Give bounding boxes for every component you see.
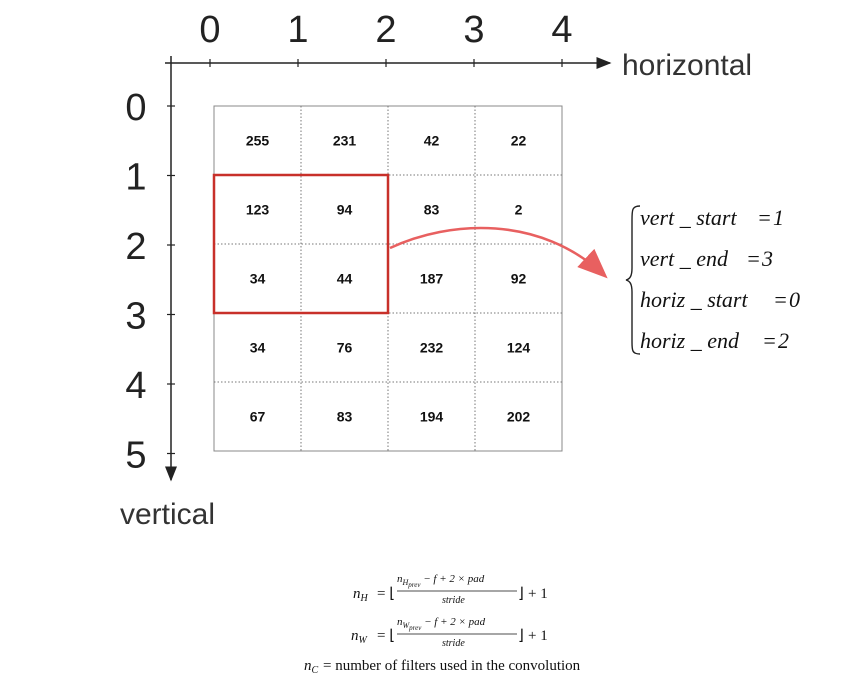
nc-subscript: C xyxy=(312,665,319,676)
grid-cell-value: 187 xyxy=(420,271,444,287)
v-tick-label: 1 xyxy=(125,157,146,199)
grid-cell-value: 255 xyxy=(246,133,270,149)
nh-subscript: H xyxy=(360,593,369,604)
slice-highlight-box xyxy=(212,173,390,315)
h-tick-label: 0 xyxy=(199,9,220,51)
equation-lhs: horiz _ end xyxy=(640,328,740,353)
grid-cell-value: 92 xyxy=(511,271,527,287)
equation-lhs: vert _ end xyxy=(640,246,729,271)
nh-tail: + 1 xyxy=(528,586,548,602)
grid-cell-value: 94 xyxy=(337,202,353,218)
svg-text:= ⌊: = ⌊ xyxy=(377,628,395,644)
nh-num-subsub: prev xyxy=(407,581,421,589)
nw-num-subsub: prev xyxy=(408,624,422,632)
equations-brace xyxy=(625,205,641,355)
grid-cell-value: 231 xyxy=(333,133,357,149)
nw-denominator: stride xyxy=(442,638,465,649)
svg-text:⌋: ⌋ xyxy=(518,628,524,644)
nh-num-symbol: n xyxy=(397,573,403,585)
nw-symbol: n xyxy=(351,628,359,644)
grid-cell-value: 124 xyxy=(507,340,531,356)
slice-arrow xyxy=(389,226,608,279)
grid-cell-value: 202 xyxy=(507,409,531,425)
equation-rhs: 1 xyxy=(773,205,784,230)
equation-equals: = xyxy=(746,246,761,271)
h-tick-label: 4 xyxy=(551,9,572,51)
v-tick-label: 5 xyxy=(125,435,146,477)
nc-text: = number of filters used in the convolut… xyxy=(323,658,581,674)
h-tick-label: 3 xyxy=(463,9,484,51)
equation-equals: = xyxy=(773,287,788,312)
svg-text:nHprev − f + 2 × pad: nHprev − f + 2 × pad xyxy=(397,573,485,589)
grid-cell-value: 44 xyxy=(337,271,353,287)
nh-num-rest: − f + 2 × pad xyxy=(420,573,484,585)
grid-cell-value: 2 xyxy=(515,202,523,218)
svg-text:= ⌊: = ⌊ xyxy=(377,586,395,602)
nh-num-subscript: H xyxy=(402,578,410,587)
nw-num-subscript: W xyxy=(403,621,411,630)
equation-lhs: horiz _ start xyxy=(640,287,748,312)
svg-text:nH: nH xyxy=(353,586,369,604)
grid-cell-value: 76 xyxy=(337,340,353,356)
equation-lhs: vert _ start xyxy=(640,205,737,230)
nw-num-rest: − f + 2 × pad xyxy=(421,616,485,628)
equation-equals: = xyxy=(762,328,777,353)
grid-cell-value: 83 xyxy=(337,409,353,425)
grid-cell-value: 22 xyxy=(511,133,527,149)
equation-rhs: 3 xyxy=(761,246,773,271)
svg-text:nW: nW xyxy=(351,628,369,646)
v-tick-label: 2 xyxy=(125,226,146,268)
svg-text:⌋: ⌋ xyxy=(518,586,524,602)
h-tick-label: 1 xyxy=(287,9,308,51)
formula-nc: nC = number of filters used in the convo… xyxy=(304,658,581,676)
grid-cell-value: 67 xyxy=(250,409,266,425)
v-tick-label: 0 xyxy=(125,87,146,129)
svg-text:nWprev − f + 2 × pad: nWprev − f + 2 × pad xyxy=(397,616,486,632)
grid-cell-value: 34 xyxy=(250,340,266,356)
vertical-axis-label: vertical xyxy=(120,498,215,531)
grid-cell-value: 83 xyxy=(424,202,440,218)
horizontal-axis-label: horizontal xyxy=(622,49,752,82)
grid-cell-value: 123 xyxy=(246,202,270,218)
grid-cell-value: 232 xyxy=(420,340,444,356)
nh-denominator: stride xyxy=(442,595,465,606)
formula-nw: nW = ⌊ nWprev − f + 2 × pad stride ⌋ + 1 xyxy=(351,616,548,649)
formula-nh: nH = ⌊ nHprev − f + 2 × pad stride ⌋ + 1 xyxy=(353,573,548,606)
equation-rhs: 2 xyxy=(778,328,789,353)
nw-num-symbol: n xyxy=(397,616,403,628)
v-tick-label: 4 xyxy=(125,365,146,407)
equation-rhs: 0 xyxy=(789,287,800,312)
h-tick-label: 2 xyxy=(375,9,396,51)
grid-cell-value: 42 xyxy=(424,133,440,149)
grid-cell-value: 34 xyxy=(250,271,266,287)
svg-text:nC: nC xyxy=(304,658,319,676)
nw-tail: + 1 xyxy=(528,628,548,644)
nc-symbol: n xyxy=(304,658,312,674)
nh-symbol: n xyxy=(353,586,361,602)
v-tick-label: 3 xyxy=(125,296,146,338)
grid-cell-value: 194 xyxy=(420,409,444,425)
equation-equals: = xyxy=(757,205,772,230)
nw-subscript: W xyxy=(359,635,369,646)
